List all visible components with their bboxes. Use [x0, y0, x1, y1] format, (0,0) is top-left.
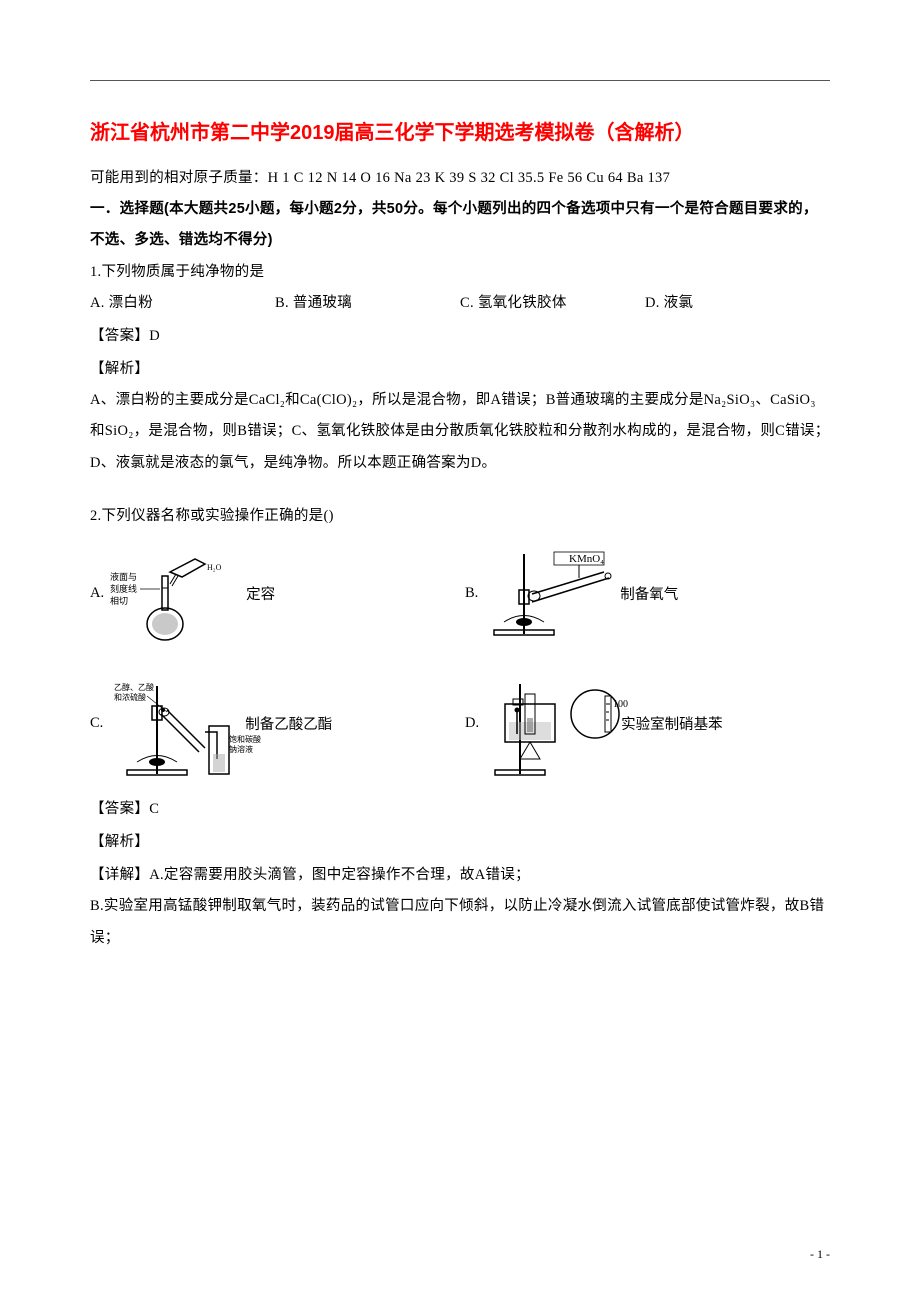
top-rule — [90, 80, 830, 81]
document-page: 浙江省杭州市第二中学2019届高三化学下学期选考模拟卷（含解析） 可能用到的相对… — [0, 0, 920, 1302]
svg-text:刻度线: 刻度线 — [110, 583, 137, 594]
q2-option-a: A. 液面与 刻度线 相切 H₂O 定容 — [90, 544, 455, 644]
q2-d-diagram: 100 — [485, 674, 615, 774]
q2-a-text: 定容 — [246, 583, 275, 604]
q1-options: A. 漂白粉 B. 普通玻璃 C. 氢氧化铁胶体 D. 液氯 — [90, 288, 830, 319]
q2-c-text: 制备乙酸乙酯 — [245, 713, 332, 734]
q2-explain-label: 【解析】 — [90, 827, 830, 858]
q1-option-c: C. 氢氧化铁胶体 — [460, 288, 645, 319]
q1-stem: 1.下列物质属于纯净物的是 — [90, 257, 830, 288]
q2-a-diagram: 液面与 刻度线 相切 H₂O — [110, 544, 240, 644]
q2-d-letter: D. — [465, 715, 479, 732]
svg-text:饱和碳酸: 饱和碳酸 — [229, 734, 261, 744]
q1-explain-label: 【解析】 — [90, 354, 830, 385]
svg-text:钠溶液: 钠溶液 — [229, 744, 253, 754]
svg-text:相切: 相切 — [110, 595, 128, 606]
q2-detail-a: 【详解】A.定容需要用胶头滴管，图中定容操作不合理，故A错误； — [90, 860, 830, 891]
q2-stem: 2.下列仪器名称或实验操作正确的是() — [90, 501, 830, 532]
svg-text:H₂O: H₂O — [207, 563, 222, 572]
q2-c-letter: C. — [90, 715, 103, 732]
q1-answer: 【答案】D — [90, 321, 830, 352]
page-number: - 1 - — [810, 1247, 830, 1262]
svg-text:液面与: 液面与 — [110, 571, 137, 582]
q1-explain-body: A、漂白粉的主要成分是CaCl₂和Ca(ClO)₂，所以是混合物，即A错误；B普… — [90, 385, 830, 479]
q2-b-diagram: KMnO₄ — [484, 544, 614, 644]
page-title: 浙江省杭州市第二中学2019届高三化学下学期选考模拟卷（含解析） — [90, 116, 830, 145]
q2-b-letter: B. — [465, 585, 478, 602]
svg-text:乙醇、乙酸: 乙醇、乙酸 — [114, 682, 154, 692]
svg-text:KMnO₄: KMnO₄ — [569, 553, 604, 565]
q2-b-text: 制备氧气 — [620, 583, 678, 604]
q2-c-diagram: 乙醇、乙酸 和浓硫酸 饱和碳酸 钠溶液 — [109, 674, 239, 774]
svg-text:和浓硫酸: 和浓硫酸 — [114, 692, 146, 702]
q2-a-letter: A. — [90, 585, 104, 602]
q2-detail-b: B.实验室用高锰酸钾制取氧气时，装药品的试管口应向下倾斜，以防止冷凝水倒流入试管… — [90, 891, 830, 953]
q1-option-a: A. 漂白粉 — [90, 288, 275, 319]
q2-option-b: B. KMnO₄ 制备氧气 — [465, 544, 830, 644]
q2-options-grid: A. 液面与 刻度线 相切 H₂O 定容 — [90, 544, 830, 774]
section-heading: 一．选择题(本大题共25小题，每小题2分，共50分。每个小题列出的四个备选项中只… — [90, 194, 830, 256]
atomic-masses: 可能用到的相对原子质量：H 1 C 12 N 14 O 16 Na 23 K 3… — [90, 163, 830, 194]
spacer — [90, 479, 830, 501]
q2-option-d: D. 100 — [465, 674, 830, 774]
svg-text:100: 100 — [613, 699, 628, 710]
q2-option-c: C. 乙醇、乙酸 和浓硫酸 饱和碳酸 钠溶液 — [90, 674, 455, 774]
q2-answer: 【答案】C — [90, 794, 830, 825]
q1-option-b: B. 普通玻璃 — [275, 288, 460, 319]
q1-option-d: D. 液氯 — [645, 288, 830, 319]
q2-d-text: 实验室制硝基苯 — [621, 713, 723, 734]
